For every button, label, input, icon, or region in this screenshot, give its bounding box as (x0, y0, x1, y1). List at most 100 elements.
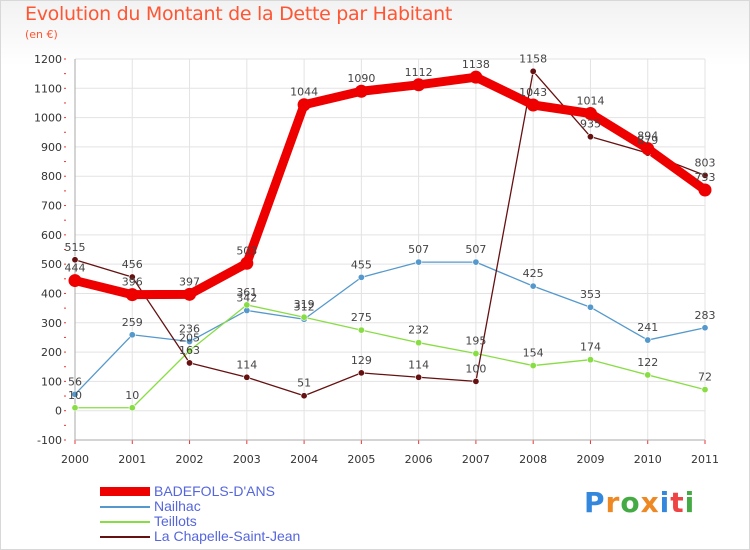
data-label: 114 (408, 358, 429, 371)
y-tick-label: 400 (41, 287, 62, 300)
legend-item: Teillots (100, 514, 300, 529)
data-label: 129 (351, 354, 372, 367)
y-tick-label: 500 (41, 258, 62, 271)
data-label: 195 (465, 335, 486, 348)
data-label: 174 (580, 341, 601, 354)
y-tick-label: 600 (41, 229, 62, 242)
series-line (74, 304, 706, 409)
x-tick-label: 2011 (691, 453, 719, 466)
data-point (186, 347, 194, 355)
x-tick-label: 2002 (176, 453, 204, 466)
data-point (183, 287, 197, 301)
y-tick-label: 1200 (34, 53, 62, 66)
x-tick-label: 2009 (576, 453, 604, 466)
data-label: 312 (294, 300, 315, 313)
data-label: 10 (125, 389, 139, 402)
data-point (586, 303, 594, 311)
data-label: 397 (179, 275, 200, 288)
data-label: 507 (465, 243, 486, 256)
data-label: 507 (408, 243, 429, 256)
data-point (68, 274, 82, 288)
data-point (186, 359, 194, 367)
data-point (526, 98, 540, 112)
logo-letter: i (659, 486, 671, 519)
chart-unit-label: (en €) (25, 28, 58, 41)
y-tick-label: -100 (37, 434, 62, 447)
data-point (701, 324, 709, 332)
data-label: 241 (637, 321, 658, 334)
data-point (128, 331, 136, 339)
legend-label: Teillots (154, 513, 197, 529)
data-point (71, 256, 79, 264)
data-label: 51 (297, 377, 311, 390)
data-point (698, 183, 712, 197)
x-tick-label: 2010 (634, 453, 662, 466)
data-point (529, 362, 537, 370)
data-label: 114 (236, 358, 257, 371)
x-tick-label: 2006 (405, 453, 433, 466)
data-label: 154 (523, 347, 544, 360)
data-point (125, 288, 139, 302)
series-line (70, 72, 710, 300)
data-label: 1014 (576, 95, 604, 108)
data-label: 232 (408, 324, 429, 337)
data-label: 444 (65, 262, 86, 275)
data-point (300, 392, 308, 400)
data-label: 361 (236, 286, 257, 299)
x-tick-label: 2005 (347, 453, 375, 466)
legend-label: La Chapelle-Saint-Jean (154, 528, 301, 544)
data-point (583, 107, 597, 121)
logo-letter: P (584, 486, 606, 519)
data-point (128, 404, 136, 412)
data-label: 236 (179, 323, 200, 336)
y-tick-label: 200 (41, 346, 62, 359)
data-point (300, 313, 308, 321)
series-line (74, 261, 706, 395)
data-point (243, 373, 251, 381)
data-label: 259 (122, 316, 143, 329)
data-label: 425 (523, 267, 544, 280)
data-point (71, 404, 79, 412)
data-point (529, 282, 537, 290)
data-label: 515 (65, 241, 86, 254)
data-label: 753 (695, 171, 716, 184)
data-point (415, 339, 423, 347)
logo-letter: o (620, 486, 641, 519)
y-tick-label: 300 (41, 317, 62, 330)
chart-legend: BADEFOLS-D'ANS Nailhac Teillots La Chape… (100, 484, 300, 544)
data-label: 1158 (519, 52, 547, 65)
data-label: 10 (68, 389, 82, 402)
legend-label: BADEFOLS-D'ANS (154, 483, 275, 499)
data-point (469, 70, 483, 84)
logo-letter: i (684, 486, 696, 519)
data-label: 342 (236, 291, 257, 304)
data-point (472, 258, 480, 266)
data-label: 1138 (462, 58, 490, 71)
data-label: 56 (68, 375, 82, 388)
data-point (472, 350, 480, 358)
data-label: 205 (179, 332, 200, 345)
data-point (240, 256, 254, 270)
data-label: 803 (695, 156, 716, 169)
data-label: 353 (580, 288, 601, 301)
data-label: 396 (122, 276, 143, 289)
data-label: 1090 (347, 72, 375, 85)
data-point (586, 356, 594, 364)
data-point (644, 371, 652, 379)
data-point (644, 336, 652, 344)
data-point (415, 373, 423, 381)
data-point (243, 301, 251, 309)
data-label: 100 (465, 362, 486, 375)
data-label: 456 (122, 258, 143, 271)
x-tick-label: 2001 (118, 453, 146, 466)
data-point (297, 98, 311, 112)
logo-letter: x (640, 486, 660, 519)
data-point (701, 386, 709, 394)
x-tick-label: 2004 (290, 453, 318, 466)
chart-title: Evolution du Montant de la Dette par Hab… (25, 3, 453, 25)
data-label: 1044 (290, 86, 318, 99)
y-tick-label: 800 (41, 170, 62, 183)
data-label: 1043 (519, 86, 547, 99)
data-point (354, 84, 368, 98)
data-point (186, 338, 194, 346)
